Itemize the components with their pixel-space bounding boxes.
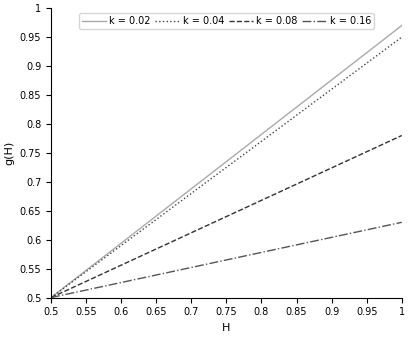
k = 0.08 xyxy=(217,218,222,222)
k = 0.02 xyxy=(49,296,54,300)
k = 0.16 xyxy=(49,296,54,300)
Y-axis label: g(H): g(H) xyxy=(4,141,14,165)
k = 0.16 xyxy=(257,251,262,255)
k = 0.08 xyxy=(238,208,243,212)
k = 0.04 xyxy=(49,296,54,300)
k = 0.02 xyxy=(257,134,262,138)
k = 0.04 xyxy=(217,170,222,174)
k = 0.16 xyxy=(238,255,243,259)
Line: k = 0.04: k = 0.04 xyxy=(51,37,402,298)
k = 0.02 xyxy=(215,166,220,171)
X-axis label: H: H xyxy=(222,323,231,333)
k = 0.16 xyxy=(217,259,222,264)
k = 0.04 xyxy=(399,35,404,39)
k = 0.08 xyxy=(399,133,404,137)
k = 0.04 xyxy=(238,155,243,159)
Legend: k = 0.02, k = 0.04, k = 0.08, k = 0.16: k = 0.02, k = 0.04, k = 0.08, k = 0.16 xyxy=(79,13,374,29)
k = 0.02 xyxy=(391,30,396,34)
k = 0.02 xyxy=(336,72,341,76)
k = 0.16 xyxy=(399,220,404,224)
k = 0.16 xyxy=(391,222,396,226)
k = 0.02 xyxy=(217,165,222,169)
k = 0.04 xyxy=(257,141,262,145)
k = 0.08 xyxy=(391,137,396,142)
k = 0.08 xyxy=(336,163,341,167)
Line: k = 0.02: k = 0.02 xyxy=(51,26,402,298)
k = 0.08 xyxy=(49,296,54,300)
k = 0.02 xyxy=(399,24,404,28)
k = 0.16 xyxy=(215,260,220,264)
Line: k = 0.16: k = 0.16 xyxy=(51,222,402,298)
k = 0.16 xyxy=(336,234,341,238)
k = 0.04 xyxy=(391,41,396,45)
Line: k = 0.08: k = 0.08 xyxy=(51,135,402,298)
k = 0.04 xyxy=(215,172,220,176)
k = 0.02 xyxy=(238,148,243,152)
k = 0.08 xyxy=(215,219,220,223)
k = 0.08 xyxy=(257,199,262,203)
k = 0.04 xyxy=(336,82,341,86)
